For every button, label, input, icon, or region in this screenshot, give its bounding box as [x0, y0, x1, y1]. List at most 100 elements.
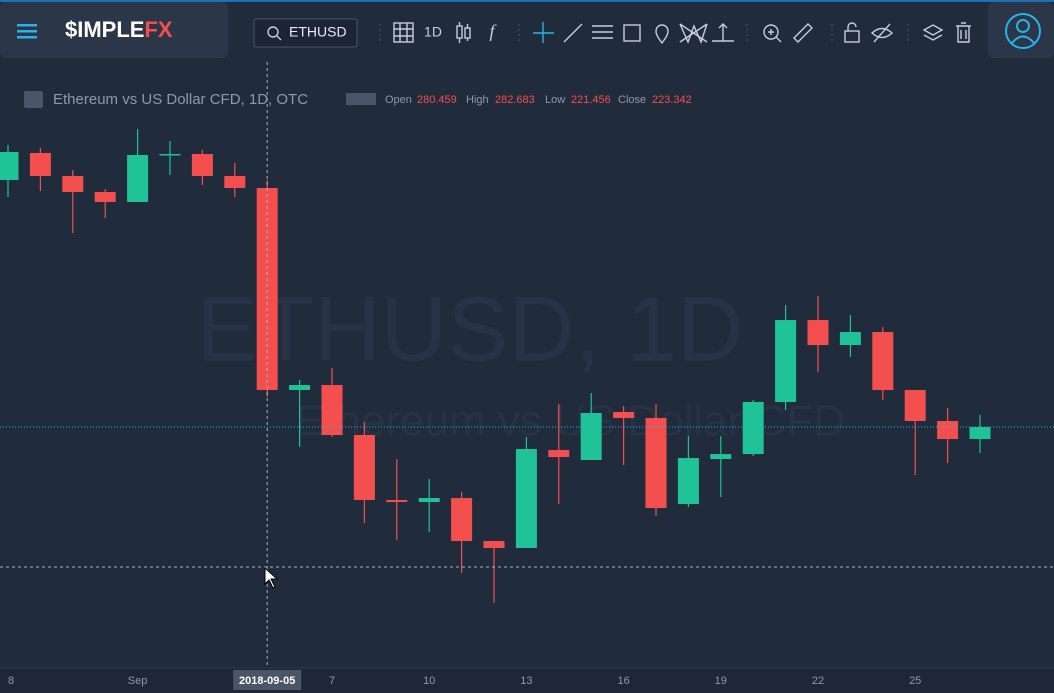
menu-bar: [17, 24, 37, 27]
ohlc-value: 280.459: [417, 94, 457, 106]
candle-body: [451, 498, 473, 542]
candle-body: [742, 402, 764, 455]
x-tick-label: 19: [715, 675, 727, 687]
icon: [847, 22, 857, 31]
marker-button[interactable]: [655, 24, 669, 45]
menu-bar: [17, 30, 37, 33]
trendline-button[interactable]: [563, 23, 583, 43]
search-icon: [267, 26, 279, 38]
icon: [623, 24, 641, 42]
x-tick-label: 13: [520, 675, 532, 687]
icon: [563, 23, 583, 43]
menu-bar: [17, 36, 37, 39]
brand-left: $IMPLE: [65, 17, 144, 42]
x-axis-labels: 8 Sep 7 10 13 16 19 22 25 2018-09-05: [8, 670, 921, 690]
candle-body: [224, 176, 246, 188]
hide-button[interactable]: [870, 23, 894, 43]
icon: [533, 22, 554, 43]
ruler-button[interactable]: [793, 23, 813, 43]
ohlc-value: 282.683: [495, 94, 535, 106]
crosshair-label-box: [233, 670, 302, 690]
candle-body: [159, 154, 181, 156]
legend-icon: [24, 91, 43, 108]
logo-panel: [0, 2, 228, 58]
legend-buttons[interactable]: [346, 93, 376, 105]
x-tick-label: Sep: [128, 675, 148, 687]
symbol-search[interactable]: ETHUSD: [253, 18, 358, 48]
top-border: [0, 0, 1054, 2]
icon: [679, 23, 708, 44]
delete-button[interactable]: [956, 22, 971, 43]
menu-button[interactable]: [17, 24, 37, 39]
interval-button[interactable]: 1D: [424, 24, 442, 40]
x-tick-label: 22: [812, 675, 824, 687]
zoom-button[interactable]: [763, 24, 782, 43]
chart-type-button[interactable]: [456, 22, 471, 43]
candle-body: [613, 412, 635, 419]
icon: [1016, 19, 1030, 33]
candle-body: [710, 454, 732, 460]
icon: [712, 23, 734, 42]
crosshair-label: 2018-09-05: [239, 675, 295, 687]
ohlc-label: Low: [545, 94, 565, 106]
icon: [763, 24, 779, 40]
ohlc-value: 221.456: [571, 94, 611, 106]
candle-body: [872, 332, 894, 391]
x-axis: [0, 668, 1054, 693]
layout-button[interactable]: [393, 22, 414, 43]
icon: [393, 22, 414, 43]
icon: [956, 22, 971, 43]
candle-body: [353, 435, 375, 501]
candle-body: [548, 450, 570, 458]
brand: $IMPLEFX: [65, 17, 173, 42]
candle-body: [191, 154, 213, 177]
x-tick-label: 25: [909, 675, 921, 687]
watermark: ETHUSD, 1D: [197, 278, 744, 380]
candle-body: [418, 498, 440, 503]
candle-body: [904, 390, 926, 421]
lock-button[interactable]: [844, 22, 860, 43]
pattern-button[interactable]: [679, 23, 708, 44]
ohlc-label: Close: [618, 94, 646, 106]
candle-body: [969, 427, 991, 440]
icon: [1011, 35, 1035, 44]
icon: [1005, 13, 1041, 49]
x-tick-label: 8: [8, 675, 14, 687]
candle-body: [386, 500, 408, 503]
ohlc-value: 223.342: [652, 94, 692, 106]
x-tick-label: 16: [617, 675, 629, 687]
candle-body: [127, 154, 149, 202]
icon: [458, 22, 469, 43]
icon: [394, 23, 413, 42]
fib-button[interactable]: [592, 25, 613, 39]
candle-body: [775, 320, 797, 403]
icon: [768, 29, 782, 43]
candle-body: [580, 413, 602, 461]
candle-body: [29, 152, 51, 177]
ohlc-label: High: [466, 94, 489, 106]
measure-button[interactable]: [712, 23, 734, 42]
user-button[interactable]: [1005, 13, 1041, 49]
plot: [0, 62, 1054, 668]
candle-body: [937, 420, 959, 440]
search-box: [253, 18, 358, 48]
search-icon: [276, 35, 282, 41]
symbol: ETHUSD: [289, 24, 347, 40]
layers-button[interactable]: [922, 24, 944, 41]
shape-button[interactable]: [623, 24, 641, 42]
legend-title: Ethereum vs US Dollar CFD, 1D, OTC: [53, 91, 308, 108]
candle-body: [321, 385, 343, 436]
icon: [922, 24, 944, 41]
icon: [793, 23, 813, 43]
ohlc: Open 280.459 High 282.683 Low 221.456 Cl…: [385, 94, 692, 106]
candle-body: [807, 320, 829, 346]
crosshair-button[interactable]: [533, 22, 554, 43]
candle-body: [62, 176, 84, 192]
brand-right: FX: [144, 17, 172, 42]
x-tick-label: 10: [423, 675, 435, 687]
user-panel: [988, 2, 1054, 58]
candle-body: [94, 191, 116, 202]
indicators-button[interactable]: f: [489, 21, 497, 41]
candle-body: [515, 449, 537, 549]
